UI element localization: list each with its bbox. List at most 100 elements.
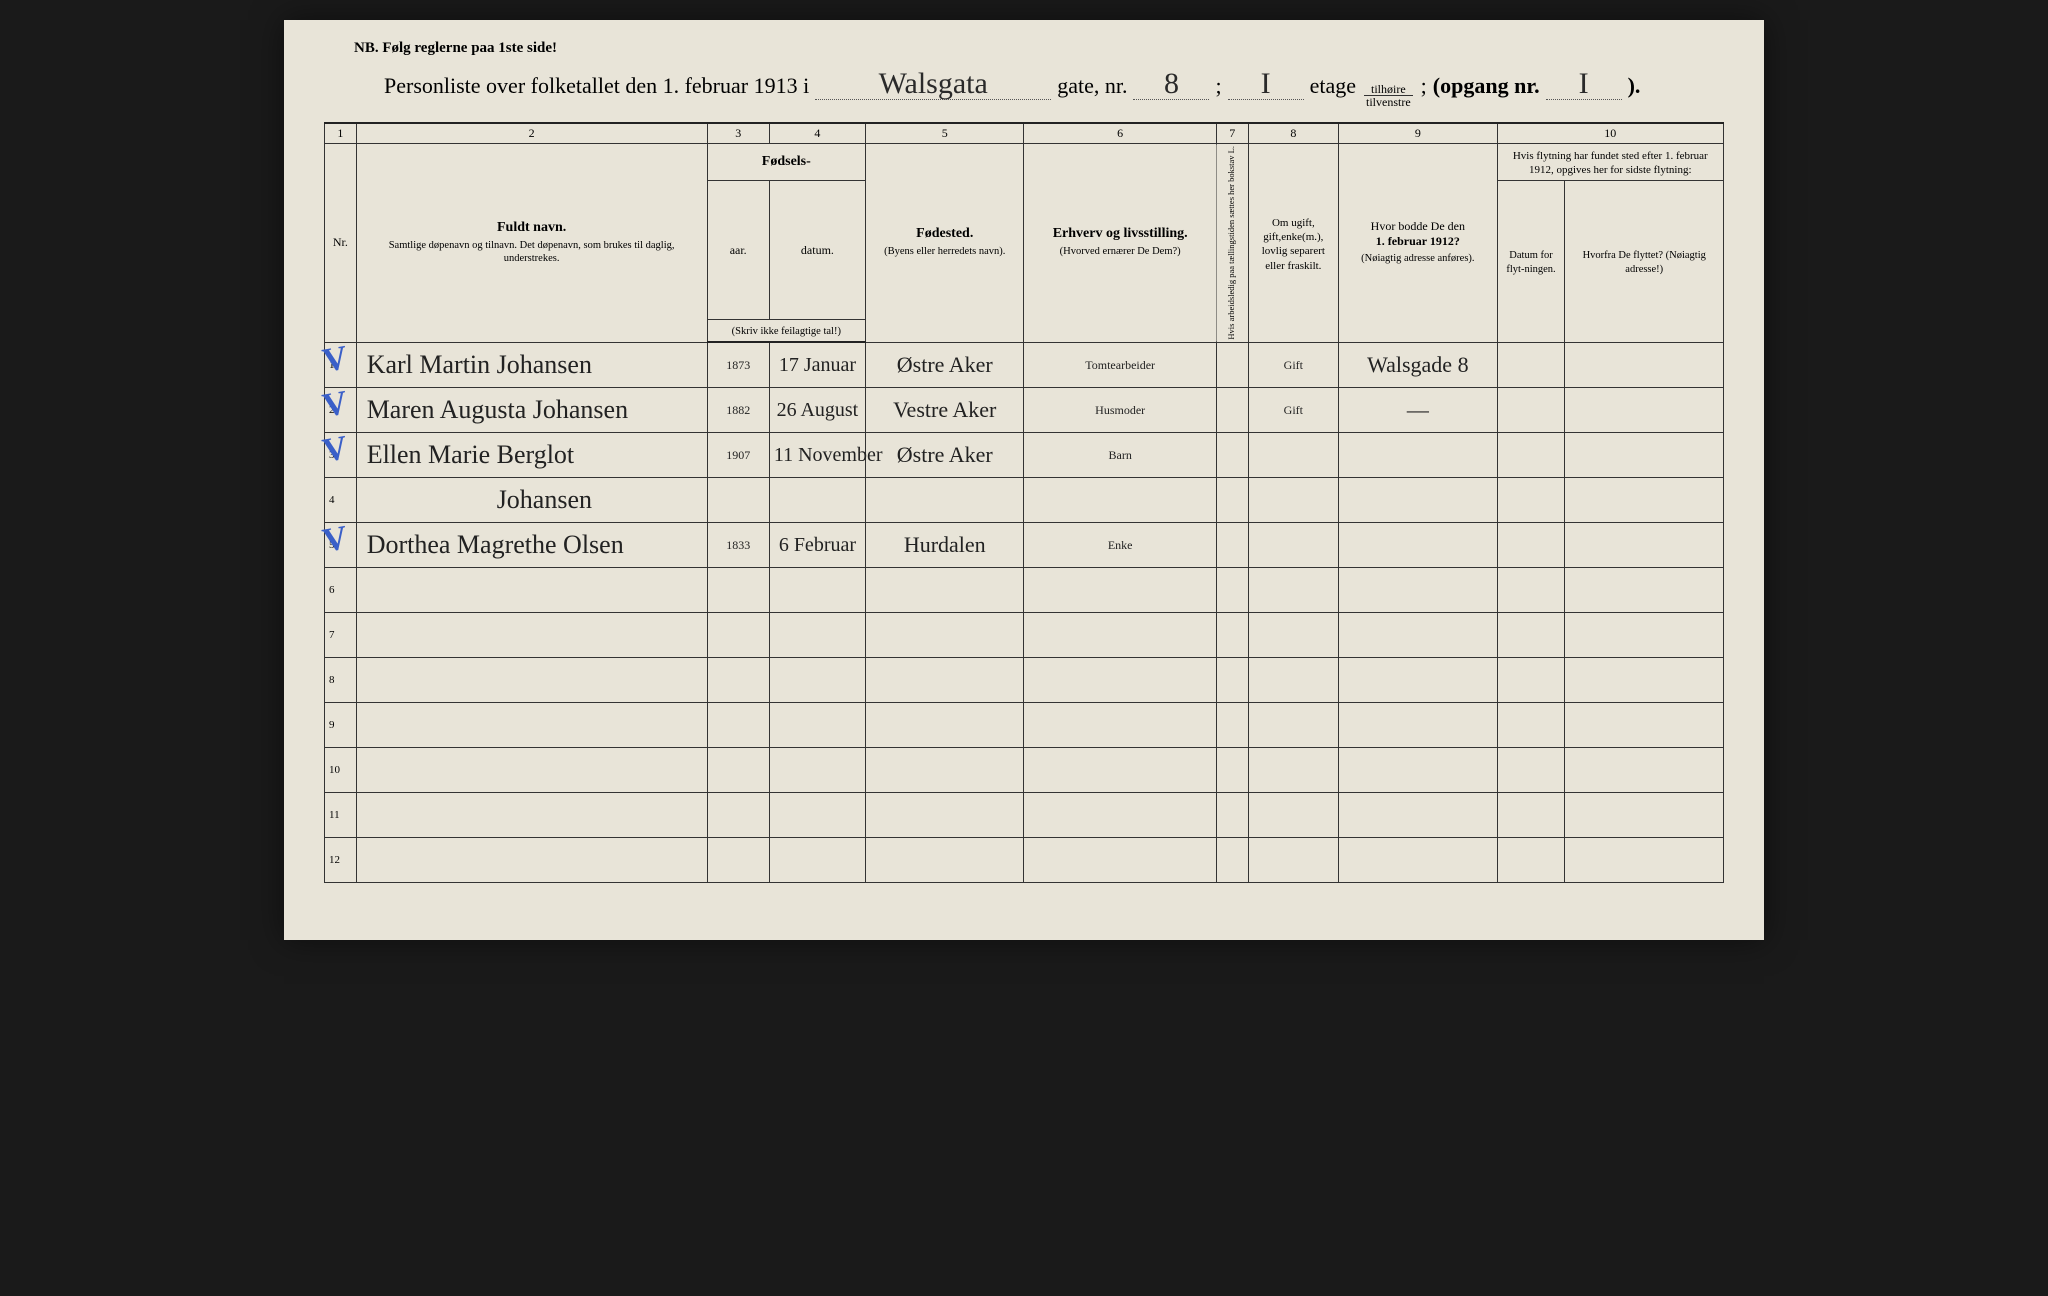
- hdr-col7: Hvis arbeidsledig paa tællingstiden sætt…: [1216, 144, 1248, 343]
- colnum-3: 3: [707, 123, 769, 144]
- table-row: 4Johansen: [325, 478, 1724, 523]
- hdr-col10b: Hvorfra De flyttet? (Nøiagtig adresse!): [1565, 180, 1724, 342]
- opgang-fill: I: [1546, 69, 1622, 100]
- hdr-nr: Nr.: [325, 144, 357, 343]
- row-nr: 11: [325, 793, 357, 838]
- cell-col8: [1248, 793, 1339, 838]
- hdr-datum: datum.: [769, 180, 865, 320]
- cell-aar: 1907: [707, 433, 769, 478]
- cell-name: [356, 793, 707, 838]
- row-nr: 9: [325, 703, 357, 748]
- cell-col10a: [1497, 523, 1565, 568]
- cell-col10b: [1565, 793, 1724, 838]
- row-nr-text: 11: [329, 809, 340, 821]
- row-nr-text: 8: [329, 674, 335, 686]
- cell-name: [356, 703, 707, 748]
- hdr-col10a: Datum for flyt-ningen.: [1497, 180, 1565, 342]
- checkmark-icon: V: [320, 384, 351, 426]
- table-row: 8: [325, 658, 1724, 703]
- cell-col10a: [1497, 793, 1565, 838]
- cell-col9: —: [1339, 388, 1497, 433]
- colnum-4: 4: [769, 123, 865, 144]
- cell-col7: [1216, 523, 1248, 568]
- cell-aar: [707, 658, 769, 703]
- cell-erhverv: [1024, 703, 1216, 748]
- checkmark-icon: V: [320, 339, 351, 381]
- street-fill: Walsgata: [815, 69, 1051, 100]
- hdr-col10-top-text: Hvis flytning har fundet sted efter 1. f…: [1502, 149, 1719, 178]
- form-title-line: Personliste over folketallet den 1. febr…: [384, 69, 1724, 108]
- cell-col7: [1216, 613, 1248, 658]
- nb-instruction: NB. Følg reglerne paa 1ste side!: [354, 40, 1724, 57]
- gate-label: gate, nr.: [1057, 73, 1127, 99]
- cell-col10b: [1565, 568, 1724, 613]
- cell-col8: [1248, 523, 1339, 568]
- etage-label: etage: [1310, 73, 1356, 99]
- title-close: ).: [1628, 73, 1641, 99]
- cell-col8: [1248, 748, 1339, 793]
- cell-datum: [769, 793, 865, 838]
- cell-fodested: Østre Aker: [866, 433, 1024, 478]
- hdr-fodsels-sub-text: (Skriv ikke feilagtige tal!): [712, 325, 861, 339]
- cell-col9: [1339, 478, 1497, 523]
- row-nr-text: 10: [329, 764, 340, 776]
- cell-aar: [707, 478, 769, 523]
- cell-fodested: [866, 478, 1024, 523]
- cell-name: [356, 658, 707, 703]
- cell-col10b: [1565, 658, 1724, 703]
- cell-datum: [769, 568, 865, 613]
- cell-col10b: [1565, 703, 1724, 748]
- cell-fodested: [866, 838, 1024, 883]
- cell-name: [356, 613, 707, 658]
- cell-aar: [707, 793, 769, 838]
- cell-col9: [1339, 838, 1497, 883]
- cell-datum: [769, 478, 865, 523]
- cell-col10b: [1565, 342, 1724, 388]
- cell-col8: [1248, 568, 1339, 613]
- cell-col10a: [1497, 478, 1565, 523]
- colnum-2: 2: [356, 123, 707, 144]
- hdr-col10-top: Hvis flytning har fundet sted efter 1. f…: [1497, 144, 1723, 181]
- cell-name: [356, 748, 707, 793]
- hdr-col8: Om ugift, gift,enke(m.), lovlig separert…: [1248, 144, 1339, 343]
- cell-col10b: [1565, 523, 1724, 568]
- cell-col9: [1339, 433, 1497, 478]
- cell-name: [356, 568, 707, 613]
- cell-col10a: [1497, 433, 1565, 478]
- cell-col9: [1339, 748, 1497, 793]
- cell-fodested: [866, 658, 1024, 703]
- colnum-1: 1: [325, 123, 357, 144]
- cell-col10b: [1565, 838, 1724, 883]
- checkmark-icon: V: [320, 519, 351, 561]
- row-nr: 12: [325, 838, 357, 883]
- etage-fill: I: [1228, 69, 1304, 100]
- cell-col8: [1248, 703, 1339, 748]
- cell-col9: [1339, 568, 1497, 613]
- hdr-col9: Hvor bodde De den 1. februar 1912? (Nøia…: [1339, 144, 1497, 343]
- cell-col8: [1248, 613, 1339, 658]
- cell-erhverv: [1024, 658, 1216, 703]
- cell-datum: [769, 613, 865, 658]
- hdr-name-main: Fuldt navn.: [497, 220, 566, 235]
- row-nr-text: 12: [329, 854, 340, 866]
- row-nr: 6: [325, 568, 357, 613]
- column-number-row: 1 2 3 4 5 6 7 8 9 10: [325, 123, 1724, 144]
- table-row: 7: [325, 613, 1724, 658]
- cell-col8: [1248, 433, 1339, 478]
- cell-name: Johansen: [356, 478, 707, 523]
- cell-datum: [769, 748, 865, 793]
- cell-col8: [1248, 838, 1339, 883]
- semicolon: ;: [1215, 73, 1221, 99]
- table-row: 10: [325, 748, 1724, 793]
- cell-col10b: [1565, 613, 1724, 658]
- colnum-5: 5: [866, 123, 1024, 144]
- checkmark-icon: V: [320, 429, 351, 471]
- table-body: V1Karl Martin Johansen187317 JanuarØstre…: [325, 342, 1724, 883]
- cell-erhverv: [1024, 838, 1216, 883]
- cell-erhverv: [1024, 478, 1216, 523]
- cell-col8: Gift: [1248, 342, 1339, 388]
- cell-col9: [1339, 523, 1497, 568]
- table-row: 11: [325, 793, 1724, 838]
- cell-col8: Gift: [1248, 388, 1339, 433]
- row-nr: V1: [325, 342, 357, 388]
